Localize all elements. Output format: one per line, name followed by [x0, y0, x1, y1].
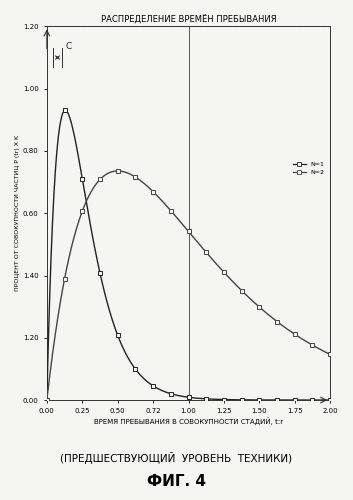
X-axis label: ВРЕМЯ ПРЕБЫВАНИЯ В СОВОКУПНОСТИ СТАДИЙ, t:r: ВРЕМЯ ПРЕБЫВАНИЯ В СОВОКУПНОСТИ СТАДИЙ, …: [94, 417, 283, 425]
Text: ФИГ. 4: ФИГ. 4: [147, 474, 206, 488]
Legend: N=1, N=2: N=1, N=2: [291, 160, 327, 177]
Text: C: C: [65, 42, 72, 51]
Title: РАСПРЕДЕЛЕНИЕ ВРЕМЁН ПРЕБЫВАНИЯ: РАСПРЕДЕЛЕНИЕ ВРЕМЁН ПРЕБЫВАНИЯ: [101, 15, 276, 24]
Y-axis label: ПРОЦЕНТ ОТ СОВОКУПНОСТИ ЧАСТИЦ P (tr) X K: ПРОЦЕНТ ОТ СОВОКУПНОСТИ ЧАСТИЦ P (tr) X …: [15, 135, 20, 292]
Text: (ПРЕДШЕСТВУЮЩИЙ  УРОВЕНЬ  ТЕХНИКИ): (ПРЕДШЕСТВУЮЩИЙ УРОВЕНЬ ТЕХНИКИ): [60, 452, 293, 464]
